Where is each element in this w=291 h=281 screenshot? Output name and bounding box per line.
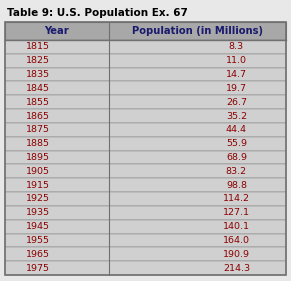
Text: 19.7: 19.7 xyxy=(226,84,247,93)
Bar xyxy=(5,109,286,123)
Text: 1935: 1935 xyxy=(26,208,50,217)
Text: 1855: 1855 xyxy=(26,98,50,107)
Text: 1825: 1825 xyxy=(26,56,50,65)
Text: 1865: 1865 xyxy=(26,112,50,121)
Text: 55.9: 55.9 xyxy=(226,139,247,148)
Bar xyxy=(5,81,286,95)
Text: 140.1: 140.1 xyxy=(223,222,250,231)
Text: 44.4: 44.4 xyxy=(226,125,247,134)
Text: 1895: 1895 xyxy=(26,153,50,162)
Text: 1835: 1835 xyxy=(26,70,50,79)
Text: 190.9: 190.9 xyxy=(223,250,250,259)
Text: 8.3: 8.3 xyxy=(229,42,244,51)
Text: 83.2: 83.2 xyxy=(226,167,247,176)
Text: 14.7: 14.7 xyxy=(226,70,247,79)
Text: 1925: 1925 xyxy=(26,194,50,203)
Bar xyxy=(5,220,286,234)
Text: 98.8: 98.8 xyxy=(226,181,247,190)
Text: 26.7: 26.7 xyxy=(226,98,247,107)
Bar xyxy=(5,164,286,178)
Text: 214.3: 214.3 xyxy=(223,264,250,273)
Text: Population (in Millions): Population (in Millions) xyxy=(132,26,263,36)
Bar xyxy=(5,247,286,261)
Bar xyxy=(5,68,286,81)
Text: 1815: 1815 xyxy=(26,42,50,51)
Text: 35.2: 35.2 xyxy=(226,112,247,121)
Bar xyxy=(5,261,286,275)
Text: 1905: 1905 xyxy=(26,167,50,176)
Bar xyxy=(5,151,286,164)
Text: 1845: 1845 xyxy=(26,84,50,93)
Text: Year: Year xyxy=(45,26,69,36)
Bar xyxy=(5,206,286,220)
Text: 1875: 1875 xyxy=(26,125,50,134)
Bar xyxy=(5,234,286,247)
Bar xyxy=(5,22,286,40)
Text: Table 9: U.S. Population Ex. 67: Table 9: U.S. Population Ex. 67 xyxy=(7,8,188,18)
Text: 1915: 1915 xyxy=(26,181,50,190)
Bar xyxy=(5,123,286,137)
Text: 1885: 1885 xyxy=(26,139,50,148)
Bar xyxy=(5,54,286,68)
Text: 114.2: 114.2 xyxy=(223,194,250,203)
Bar xyxy=(5,95,286,109)
Bar xyxy=(5,178,286,192)
Bar xyxy=(5,192,286,206)
Text: 1955: 1955 xyxy=(26,236,50,245)
Text: 11.0: 11.0 xyxy=(226,56,247,65)
Text: 68.9: 68.9 xyxy=(226,153,247,162)
Bar xyxy=(5,137,286,151)
Text: 1975: 1975 xyxy=(26,264,50,273)
Text: 1965: 1965 xyxy=(26,250,50,259)
Text: 164.0: 164.0 xyxy=(223,236,250,245)
Text: 127.1: 127.1 xyxy=(223,208,250,217)
Text: 1945: 1945 xyxy=(26,222,50,231)
Bar xyxy=(5,40,286,54)
